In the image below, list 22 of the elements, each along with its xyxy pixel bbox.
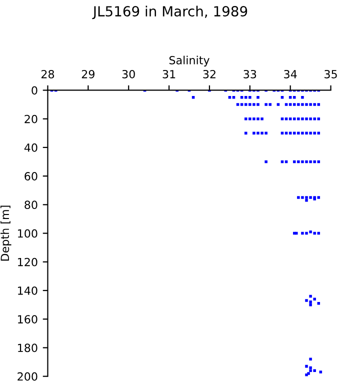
x-tick-label: 30 xyxy=(122,70,135,78)
x-tick-label: 31 xyxy=(162,70,176,78)
x-tick-label: 29 xyxy=(82,70,94,78)
x-tick-label: 32 xyxy=(203,70,216,78)
y-axis-title: Depth [m] xyxy=(0,206,12,261)
x-tick-label: 34 xyxy=(284,70,297,78)
y-tick-label: 200 xyxy=(18,372,38,381)
chart-title: JL5169 in March, 1989 xyxy=(92,6,248,20)
y-tick-label: 20 xyxy=(24,114,38,124)
y-tick-label: 160 xyxy=(18,315,38,324)
x-tick-label: 33 xyxy=(244,70,256,78)
y-tick-label: 180 xyxy=(18,344,38,352)
x-tick-label: 35 xyxy=(324,70,337,78)
y-tick-label: 60 xyxy=(24,172,38,180)
y-tick-label: 120 xyxy=(18,258,38,266)
y-tick-label: 40 xyxy=(24,143,38,152)
y-tick-label: 140 xyxy=(18,286,38,295)
x-axis-title: Salinity xyxy=(169,56,210,67)
x-tick-label: 28 xyxy=(41,70,54,78)
y-tick-label: 0 xyxy=(32,86,38,95)
y-tick-label: 100 xyxy=(18,229,38,238)
y-tick-label: 80 xyxy=(24,200,38,210)
